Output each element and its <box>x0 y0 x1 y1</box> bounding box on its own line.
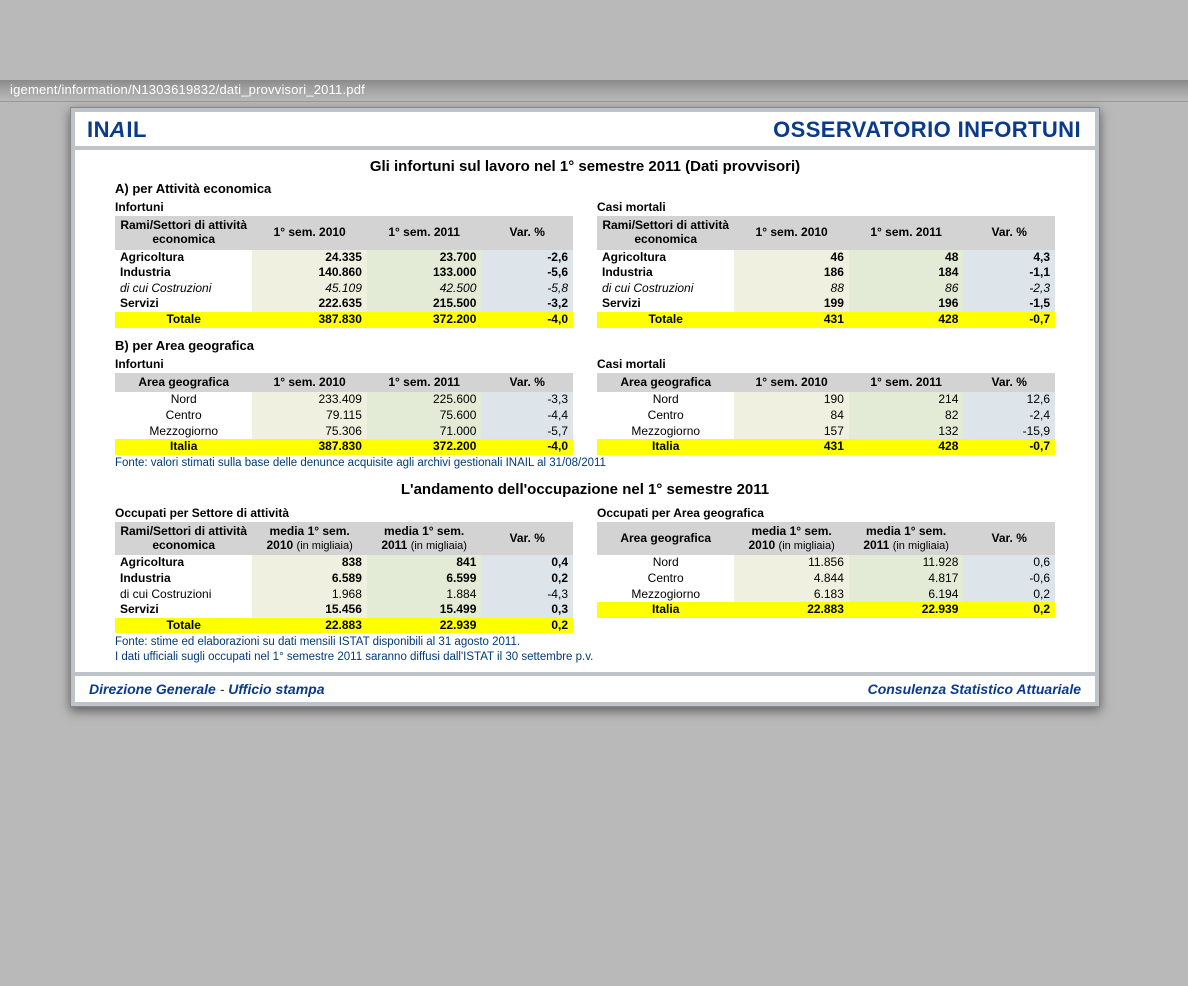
th-var: Var. % <box>481 522 573 556</box>
th-settore: Rami/Settori di attività economica <box>597 216 734 250</box>
table-row: Agricoltura8388410,4 <box>115 555 573 571</box>
caption-casi-a: Casi mortali <box>597 198 1055 216</box>
table: Rami/Settori di attività economica 1° se… <box>597 216 1055 328</box>
th-2010: 1° sem. 2010 <box>252 373 367 393</box>
page-content: Gli infortuni sul lavoro nel 1° semestre… <box>75 150 1095 672</box>
table-row: Mezzogiorno75.30671.000-5,7 <box>115 424 573 440</box>
table-row: Centro79.11575.600-4,4 <box>115 408 573 424</box>
table-row: Centro8482-2,4 <box>597 408 1055 424</box>
table-row: Nord19021412,6 <box>597 392 1055 408</box>
th-settore: Rami/Settori di attività economica <box>115 216 252 250</box>
th-area: Area geografica <box>597 522 734 556</box>
caption-infortuni-a: Infortuni <box>115 198 573 216</box>
th-var: Var. % <box>481 373 573 393</box>
table-total-row: Totale22.88322.9390,2 <box>115 618 573 634</box>
header-title: OSSERVATORIO INFORTUNI <box>773 117 1081 143</box>
table-c-settore: Occupati per Settore di attività Rami/Se… <box>115 504 573 634</box>
table-total-row: Italia387.830372.200-4,0 <box>115 439 573 455</box>
table-row: Agricoltura46484,3 <box>597 250 1055 266</box>
tables-row-b: Infortuni Area geografica 1° sem. 2010 1… <box>115 355 1055 455</box>
table: Rami/Settori di attività economica media… <box>115 522 573 634</box>
footnote-1: Fonte: valori stimati sulla base delle d… <box>115 455 1055 469</box>
table-row: di cui Costruzioni45.10942.500-5,8 <box>115 281 573 297</box>
table: Area geografica media 1° sem. 2010 (in m… <box>597 522 1055 618</box>
th-var: Var. % <box>481 216 573 250</box>
main-title: Gli infortuni sul lavoro nel 1° semestre… <box>115 154 1055 181</box>
tables-row-a: Infortuni Rami/Settori di attività econo… <box>115 198 1055 328</box>
caption-casi-b: Casi mortali <box>597 355 1055 373</box>
table-row: Nord233.409225.600-3,3 <box>115 392 573 408</box>
th-media-2010: media 1° sem. 2010 (in migliaia) <box>734 522 849 556</box>
th-2010: 1° sem. 2010 <box>734 373 849 393</box>
table-row: Servizi222.635215.500-3,2 <box>115 296 573 312</box>
table-total-row: Totale431428-0,7 <box>597 312 1055 328</box>
table-c-area: Occupati per Area geografica Area geogra… <box>597 504 1055 634</box>
caption-occ-settore: Occupati per Settore di attività <box>115 504 573 522</box>
table-a-infortuni: Infortuni Rami/Settori di attività econo… <box>115 198 573 328</box>
caption-infortuni-b: Infortuni <box>115 355 573 373</box>
th-settore: Rami/Settori di attività economica <box>115 522 252 556</box>
footer-right: Consulenza Statistico Attuariale <box>868 681 1081 697</box>
th-area: Area geografica <box>597 373 734 393</box>
th-media-2011: media 1° sem. 2011 (in migliaia) <box>849 522 964 556</box>
th-area: Area geografica <box>115 373 252 393</box>
inail-logo: INAIL <box>87 117 147 143</box>
table-total-row: Totale387.830372.200-4,0 <box>115 312 573 328</box>
table-row: Industria140.860133.000-5,6 <box>115 265 573 281</box>
url-bar: igement/information/N1303619832/dati_pro… <box>0 80 1188 102</box>
table-row: Servizi199196-1,5 <box>597 296 1055 312</box>
th-var: Var. % <box>963 522 1055 556</box>
mid-title: L'andamento dell'occupazione nel 1° seme… <box>115 469 1055 504</box>
table-b-casi: Casi mortali Area geografica 1° sem. 201… <box>597 355 1055 455</box>
th-media-2011: media 1° sem. 2011 (in migliaia) <box>367 522 482 556</box>
page-footer: Direzione Generale - Ufficio stampa Cons… <box>75 676 1095 702</box>
table: Area geografica 1° sem. 2010 1° sem. 201… <box>597 373 1055 455</box>
th-2011: 1° sem. 2011 <box>367 216 482 250</box>
th-2011: 1° sem. 2011 <box>849 216 964 250</box>
viewport: igement/information/N1303619832/dati_pro… <box>0 0 1188 986</box>
caption-occ-area: Occupati per Area geografica <box>597 504 1055 522</box>
table-row: di cui Costruzioni1.9681.884-4,3 <box>115 587 573 603</box>
table-row: Mezzogiorno157132-15,9 <box>597 424 1055 440</box>
table-total-row: Italia22.88322.9390,2 <box>597 602 1055 618</box>
th-var: Var. % <box>963 373 1055 393</box>
th-media-2010: media 1° sem. 2010 (in migliaia) <box>252 522 367 556</box>
table-row: Nord11.85611.9280,6 <box>597 555 1055 571</box>
pdf-page: INAIL OSSERVATORIO INFORTUNI Gli infortu… <box>70 107 1100 707</box>
section-a-label: A) per Attività economica <box>115 181 1055 198</box>
th-2010: 1° sem. 2010 <box>252 216 367 250</box>
footnote-2: Fonte: stime ed elaborazioni su dati men… <box>115 633 1055 664</box>
th-2011: 1° sem. 2011 <box>367 373 482 393</box>
table-row: Servizi15.45615.4990,3 <box>115 602 573 618</box>
th-var: Var. % <box>963 216 1055 250</box>
table-a-casi: Casi mortali Rami/Settori di attività ec… <box>597 198 1055 328</box>
table-row: Agricoltura24.33523.700-2,6 <box>115 250 573 266</box>
section-b-label: B) per Area geografica <box>115 328 1055 355</box>
table-b-infortuni: Infortuni Area geografica 1° sem. 2010 1… <box>115 355 573 455</box>
tables-row-c: Occupati per Settore di attività Rami/Se… <box>115 504 1055 634</box>
table: Area geografica 1° sem. 2010 1° sem. 201… <box>115 373 573 455</box>
table-row: Mezzogiorno6.1836.1940,2 <box>597 587 1055 603</box>
table-total-row: Italia431428-0,7 <box>597 439 1055 455</box>
th-2011: 1° sem. 2011 <box>849 373 964 393</box>
table-row: Industria6.5896.5990,2 <box>115 571 573 587</box>
table-row: Industria186184-1,1 <box>597 265 1055 281</box>
table-row: di cui Costruzioni8886-2,3 <box>597 281 1055 297</box>
table: Rami/Settori di attività economica 1° se… <box>115 216 573 328</box>
th-2010: 1° sem. 2010 <box>734 216 849 250</box>
page-header: INAIL OSSERVATORIO INFORTUNI <box>75 112 1095 146</box>
page-container: INAIL OSSERVATORIO INFORTUNI Gli infortu… <box>70 107 1100 707</box>
footer-left: Direzione Generale - Ufficio stampa <box>89 681 325 697</box>
table-row: Centro4.8444.817-0,6 <box>597 571 1055 587</box>
